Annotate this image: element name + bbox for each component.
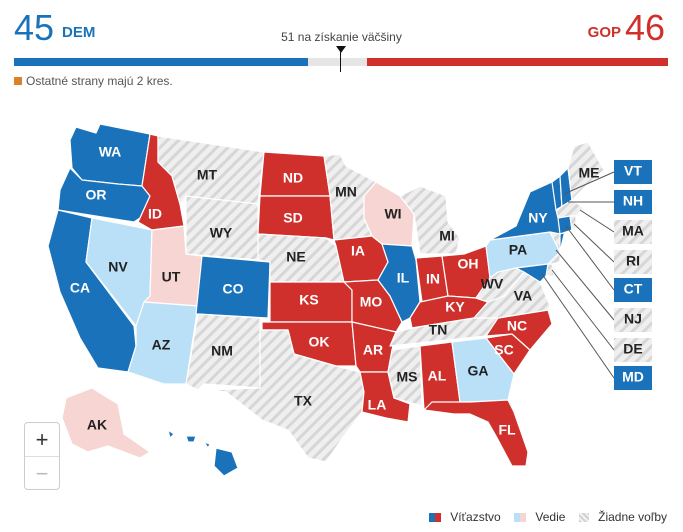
callout-nh[interactable] xyxy=(614,190,652,214)
state-label-ks: KS xyxy=(299,292,318,308)
legend-none-swatch xyxy=(578,513,589,522)
state-il[interactable] xyxy=(377,243,421,323)
state-ri[interactable] xyxy=(569,215,577,231)
seat-bar-gop xyxy=(367,58,668,66)
state-hi[interactable] xyxy=(167,429,239,477)
state-label-ia: IA xyxy=(351,243,365,259)
state-label-sd: SD xyxy=(283,210,302,226)
state-co[interactable] xyxy=(195,255,271,319)
gop-seat-count: 46 xyxy=(624,7,665,48)
state-label-wy: WY xyxy=(210,225,233,241)
state-label-mt: MT xyxy=(197,167,218,183)
seat-bar-remaining xyxy=(308,58,368,66)
callout-nj[interactable] xyxy=(614,308,652,332)
zoom-control: + − xyxy=(24,422,60,490)
state-label-mn: MN xyxy=(335,184,357,200)
state-label-nv: NV xyxy=(108,259,128,275)
majority-marker-icon xyxy=(336,46,346,53)
state-label-ak: AK xyxy=(87,417,107,433)
state-label-sc: SC xyxy=(494,342,513,358)
state-label-wi: WI xyxy=(384,206,401,222)
legend-gop-swatch xyxy=(434,513,441,522)
state-label-nh: NH xyxy=(623,193,643,209)
state-label-ne: NE xyxy=(286,249,305,265)
state-label-md: MD xyxy=(622,369,644,385)
majority-label: 51 na získanie väčšiny xyxy=(281,30,402,44)
legend-win: Víťazstvo xyxy=(450,510,501,524)
others-swatch xyxy=(14,77,22,85)
callout-ri[interactable] xyxy=(614,250,652,274)
state-label-pa: PA xyxy=(509,242,527,258)
majority-marker-line xyxy=(340,52,341,72)
state-label-id: ID xyxy=(148,206,162,222)
gop-party-label: GOP xyxy=(587,24,621,41)
state-label-ny: NY xyxy=(528,210,548,226)
seat-bar xyxy=(14,58,668,66)
zoom-out-button[interactable]: − xyxy=(35,461,49,486)
legend-lead: Vedie xyxy=(535,510,566,524)
state-label-la: LA xyxy=(368,397,387,413)
state-label-ut: UT xyxy=(162,269,181,285)
state-label-wa: WA xyxy=(99,144,122,160)
others-note-text: Ostatné strany majú 2 kres. xyxy=(26,74,173,88)
seat-bar-dem xyxy=(14,58,309,66)
state-label-nj: NJ xyxy=(624,311,642,327)
legend-dem-swatch xyxy=(428,513,435,522)
state-label-nc: NC xyxy=(507,318,527,334)
state-label-fl: FL xyxy=(498,422,516,438)
state-label-co: CO xyxy=(223,281,244,297)
state-label-va: VA xyxy=(514,288,532,304)
state-ms[interactable] xyxy=(387,345,423,407)
state-label-or: OR xyxy=(86,187,107,203)
state-label-oh: OH xyxy=(458,256,479,272)
state-label-hi: HI xyxy=(188,459,202,475)
state-label-al: AL xyxy=(428,368,447,384)
legend-gop-lead-swatch xyxy=(520,513,527,522)
state-label-ct: CT xyxy=(624,281,643,297)
state-fl[interactable] xyxy=(423,399,529,467)
state-label-me: ME xyxy=(579,165,600,181)
state-label-de: DE xyxy=(623,341,642,357)
zoom-in-button[interactable]: + xyxy=(25,423,59,457)
dem-seat-count: 45 xyxy=(14,7,55,48)
state-tx[interactable] xyxy=(207,329,365,463)
state-label-wv: WV xyxy=(481,276,504,292)
state-label-nm: NM xyxy=(211,343,233,359)
legend-none: Žiadne voľby xyxy=(598,510,667,524)
state-label-il: IL xyxy=(397,270,410,286)
dem-party-label: DEM xyxy=(62,24,96,41)
state-label-in: IN xyxy=(426,271,440,287)
legend-dem-lead-swatch xyxy=(514,513,521,522)
state-label-vt: VT xyxy=(624,163,642,179)
state-label-mi: MI xyxy=(439,228,455,244)
state-label-nd: ND xyxy=(283,170,303,186)
state-label-mo: MO xyxy=(360,294,383,310)
state-label-ca: CA xyxy=(70,280,90,296)
state-label-ok: OK xyxy=(309,334,330,350)
others-note: Ostatné strany majú 2 kres. xyxy=(14,74,173,88)
callout-de[interactable] xyxy=(614,338,652,362)
state-ak[interactable] xyxy=(61,387,151,459)
state-label-ri: RI xyxy=(626,253,640,269)
state-label-ma: MA xyxy=(622,223,644,239)
state-label-tn: TN xyxy=(429,322,448,338)
map-legend: Víťazstvo Vedie Žiadne voľby xyxy=(423,510,667,524)
callout-ct[interactable] xyxy=(614,278,652,302)
state-nm[interactable] xyxy=(185,313,261,391)
state-az[interactable] xyxy=(127,301,199,385)
state-sd[interactable] xyxy=(257,195,335,241)
state-label-ga: GA xyxy=(468,363,489,379)
state-label-tx: TX xyxy=(294,393,313,409)
callout-vt[interactable] xyxy=(614,160,652,184)
state-label-ms: MS xyxy=(397,369,418,385)
callout-ma[interactable] xyxy=(614,220,652,244)
state-label-ky: KY xyxy=(445,299,465,315)
state-mi[interactable] xyxy=(399,185,461,255)
state-label-ar: AR xyxy=(363,342,383,358)
callout-md[interactable] xyxy=(614,366,652,390)
state-md[interactable] xyxy=(515,263,549,283)
state-label-az: AZ xyxy=(152,337,171,353)
